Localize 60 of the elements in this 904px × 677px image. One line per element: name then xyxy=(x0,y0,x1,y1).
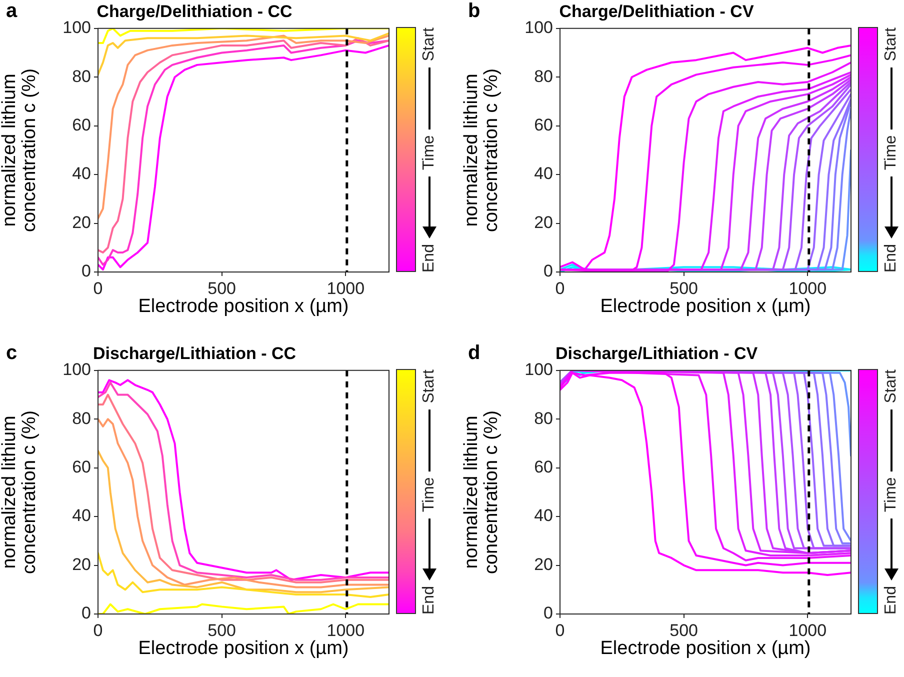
x-tick-label: 500 xyxy=(208,278,236,298)
y-tick-label: 60 xyxy=(72,458,91,477)
color-bar-title: Time xyxy=(420,134,438,170)
x-tick-label: 1000 xyxy=(326,278,365,298)
y-axis-title: normalized lithium concentration c (%) xyxy=(0,410,40,574)
color-bar-title: Time xyxy=(882,134,900,170)
y-tick-label: 100 xyxy=(62,360,91,380)
y-tick-label: 60 xyxy=(534,116,553,135)
y-tick-label: 100 xyxy=(524,18,553,38)
y-tick-label: 0 xyxy=(82,604,91,623)
chart-title: Discharge/Lithiation - CC xyxy=(92,344,296,363)
color-bar-title: Time xyxy=(882,476,900,512)
y-tick-label: 40 xyxy=(72,506,91,526)
y-tick-label: 40 xyxy=(534,164,553,184)
text: d xyxy=(468,342,480,365)
x-tick-label: 500 xyxy=(670,620,698,640)
y-tick-label: 80 xyxy=(534,408,553,428)
chart-title: Charge/Delithiation - CC xyxy=(96,2,292,21)
y-tick-label: 40 xyxy=(534,506,553,526)
y-axis-title: normalized lithium concentration c (%) xyxy=(0,68,40,232)
text: End xyxy=(882,244,900,272)
x-axis-title: Electrode position x (µm) xyxy=(600,638,811,659)
chart-title: Discharge/Lithiation - CV xyxy=(555,344,758,363)
y-tick-label: 20 xyxy=(72,212,91,232)
text: Start xyxy=(420,26,438,61)
text: End xyxy=(420,244,438,272)
y-tick-label: 100 xyxy=(62,18,91,38)
text: Start xyxy=(420,368,438,403)
y-tick-label: 0 xyxy=(82,262,91,281)
color-bar-title: Time xyxy=(420,476,438,512)
text: c xyxy=(6,342,18,365)
x-tick-label: 1000 xyxy=(788,620,827,640)
text: b xyxy=(468,0,480,23)
y-tick-label: 60 xyxy=(72,116,91,135)
y-tick-label: 40 xyxy=(72,164,91,184)
y-axis-title: normalized lithium concentration c (%) xyxy=(461,68,502,232)
x-axis-title: Electrode position x (µm) xyxy=(138,638,349,659)
y-tick-label: 20 xyxy=(534,554,553,574)
y-tick-label: 80 xyxy=(72,408,91,428)
y-tick-label: 0 xyxy=(544,262,553,281)
text: a xyxy=(6,0,18,23)
y-tick-label: 0 xyxy=(544,604,553,623)
text: End xyxy=(882,586,900,614)
x-axis-title: Electrode position x (µm) xyxy=(138,296,349,317)
x-axis-title: Electrode position x (µm) xyxy=(600,296,811,317)
chart-title: Charge/Delithiation - CV xyxy=(559,2,754,21)
x-tick-label: 1000 xyxy=(326,620,365,640)
y-tick-label: 20 xyxy=(72,554,91,574)
text: End xyxy=(420,586,438,614)
y-tick-label: 80 xyxy=(534,66,553,86)
y-axis-title: normalized lithium concentration c (%) xyxy=(461,410,502,574)
y-tick-label: 20 xyxy=(534,212,553,232)
y-tick-label: 60 xyxy=(534,458,553,477)
x-tick-label: 500 xyxy=(208,620,236,640)
y-tick-label: 80 xyxy=(72,66,91,86)
x-tick-label: 500 xyxy=(670,278,698,298)
text: Start xyxy=(882,368,900,403)
text: Start xyxy=(882,26,900,61)
y-tick-label: 100 xyxy=(524,360,553,380)
x-tick-label: 1000 xyxy=(788,278,827,298)
